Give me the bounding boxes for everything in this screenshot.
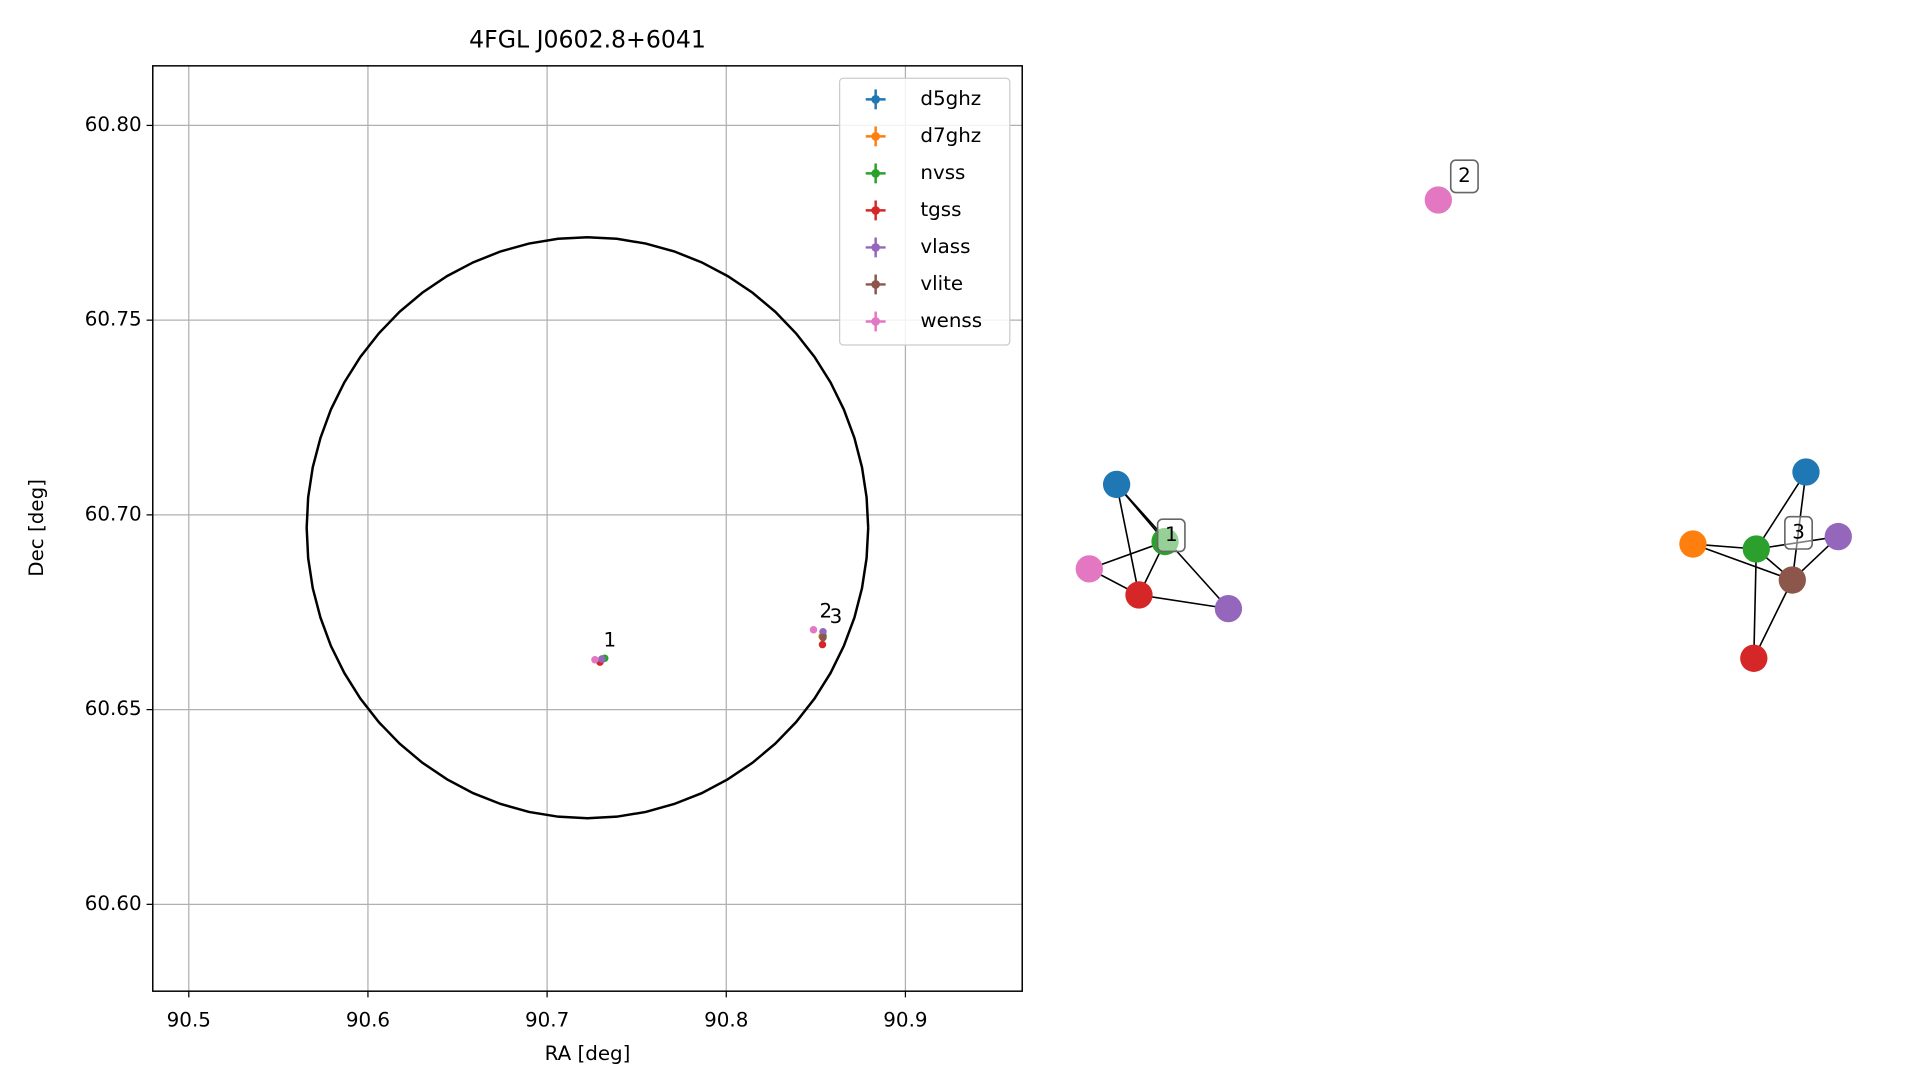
graph-node xyxy=(1424,186,1452,214)
legend-entry: vlass xyxy=(865,235,971,258)
legend-marker xyxy=(871,206,881,215)
data-point xyxy=(591,656,599,664)
x-axis-label: RA [deg] xyxy=(545,1042,631,1065)
chart-title: 4FGL J0602.8+6041 xyxy=(469,25,706,53)
graph-node xyxy=(1102,470,1131,499)
data-point xyxy=(809,626,818,634)
graph-node xyxy=(1742,535,1770,563)
data-point xyxy=(819,627,827,636)
legend-marker xyxy=(871,280,881,289)
graph-node xyxy=(1679,530,1707,558)
legend-label: d5ghz xyxy=(920,87,981,110)
data-point xyxy=(819,633,827,642)
graph-node xyxy=(1125,581,1153,609)
graph-edge xyxy=(1692,543,1793,581)
y-tick-label: 60.60 xyxy=(85,892,142,915)
network-graph: 1 2 3 xyxy=(1075,159,1852,672)
legend-entry: tgss xyxy=(865,198,961,221)
graph-edge xyxy=(1753,579,1794,659)
graph-node xyxy=(1778,566,1806,594)
data-point xyxy=(598,655,606,663)
graph-node xyxy=(1792,458,1820,486)
graph-node xyxy=(1075,555,1103,583)
cluster-label-box xyxy=(1156,518,1186,553)
cluster-label: 3 xyxy=(1792,520,1805,543)
legend-label: nvss xyxy=(920,161,965,184)
graph-node xyxy=(1824,522,1852,551)
legend-marker xyxy=(871,317,881,326)
legend-label: vlite xyxy=(920,272,963,295)
legend-marker xyxy=(871,243,881,252)
cluster-label: 1 xyxy=(1165,523,1178,546)
legend-entry: d7ghz xyxy=(865,124,981,147)
legend-label: wenss xyxy=(920,309,982,332)
graph-edge xyxy=(1752,548,1758,659)
graph-node xyxy=(1740,644,1768,672)
graph-edge xyxy=(1115,484,1140,596)
data-point xyxy=(818,640,827,649)
y-axis-label: Dec [deg] xyxy=(25,479,48,577)
cluster-label-box xyxy=(1449,159,1479,194)
legend-entry: vlite xyxy=(865,272,963,295)
legend-label: vlass xyxy=(920,235,970,258)
x-tick-label: 90.5 xyxy=(167,1008,211,1031)
graph-node xyxy=(1214,594,1243,623)
annotation: 3 xyxy=(830,605,843,628)
cluster-label: 2 xyxy=(1458,164,1471,187)
graph-edge xyxy=(1138,594,1229,610)
annotation: 2 xyxy=(820,600,833,623)
legend-entry: nvss xyxy=(865,161,965,184)
cluster-label-box xyxy=(1784,515,1813,550)
y-tick-label: 60.80 xyxy=(85,113,142,136)
x-tick-label: 90.9 xyxy=(883,1008,927,1031)
y-tick-label: 60.65 xyxy=(85,697,142,720)
legend-marker xyxy=(871,169,881,178)
annotation: 1 xyxy=(603,629,616,652)
legend-entry: d5ghz xyxy=(865,87,981,110)
axes-frame xyxy=(152,65,1023,992)
region-ellipse xyxy=(305,236,870,820)
legend-label: d7ghz xyxy=(920,124,981,147)
x-tick-label: 90.6 xyxy=(346,1008,390,1031)
plot-area: 90.5 90.6 90.7 90.8 90.9 60.60 60.65 60.70 60.75… xyxy=(85,65,1023,1031)
legend-marker xyxy=(871,95,881,104)
x-tick-label: 90.8 xyxy=(704,1008,748,1031)
legend-label: tgss xyxy=(920,198,961,221)
graph-edge xyxy=(1755,471,1807,550)
legend-entry: wenss xyxy=(865,309,982,332)
x-tick-label: 90.7 xyxy=(525,1008,569,1031)
y-tick-label: 60.75 xyxy=(85,308,142,331)
legend-marker xyxy=(871,132,881,141)
legend-box xyxy=(839,77,1011,346)
y-tick-label: 60.70 xyxy=(85,502,142,525)
